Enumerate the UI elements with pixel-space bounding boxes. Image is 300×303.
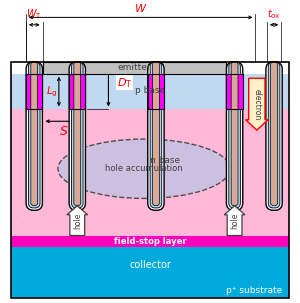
Text: n base: n base — [150, 156, 180, 165]
FancyBboxPatch shape — [229, 62, 240, 208]
Bar — [11, 109, 290, 235]
Text: field-stop layer: field-stop layer — [114, 237, 186, 246]
FancyArrow shape — [246, 78, 268, 130]
Bar — [11, 62, 290, 298]
Bar — [69, 74, 85, 109]
Text: $t_{\rm ox}$: $t_{\rm ox}$ — [267, 8, 281, 21]
FancyBboxPatch shape — [152, 62, 159, 205]
FancyArrow shape — [224, 206, 245, 235]
Text: $W$: $W$ — [134, 2, 147, 14]
FancyBboxPatch shape — [271, 62, 278, 205]
Bar — [26, 74, 42, 109]
Text: hole: hole — [73, 212, 82, 229]
Text: $L_{\rm g}$: $L_{\rm g}$ — [46, 84, 57, 99]
Bar — [148, 74, 164, 109]
Text: $D_{\rm T}$: $D_{\rm T}$ — [117, 76, 132, 90]
Text: p⁺ substrate: p⁺ substrate — [226, 286, 282, 295]
Text: electron: electron — [252, 88, 261, 120]
Bar — [226, 74, 243, 109]
Text: collector: collector — [129, 260, 171, 270]
FancyBboxPatch shape — [71, 62, 83, 208]
Bar — [148, 74, 164, 109]
FancyArrow shape — [67, 206, 88, 235]
FancyBboxPatch shape — [231, 62, 238, 205]
FancyBboxPatch shape — [26, 62, 42, 210]
Text: hole accumulation: hole accumulation — [105, 164, 183, 173]
Bar — [226, 74, 243, 109]
FancyBboxPatch shape — [226, 62, 243, 210]
Bar — [26, 74, 42, 109]
Text: p base: p base — [135, 85, 165, 95]
FancyBboxPatch shape — [69, 62, 85, 210]
Bar — [43, 62, 226, 74]
FancyBboxPatch shape — [148, 62, 164, 210]
FancyBboxPatch shape — [268, 62, 280, 208]
FancyBboxPatch shape — [28, 62, 40, 208]
Text: $S$: $S$ — [59, 125, 69, 138]
Bar — [69, 74, 85, 109]
Bar — [11, 74, 290, 109]
Text: hole: hole — [230, 212, 239, 229]
Text: $W_{\rm T}$: $W_{\rm T}$ — [26, 8, 42, 21]
Bar — [11, 235, 290, 247]
Ellipse shape — [58, 139, 230, 198]
Text: emitter: emitter — [118, 63, 151, 72]
Bar — [11, 247, 290, 298]
FancyBboxPatch shape — [74, 62, 81, 205]
FancyBboxPatch shape — [150, 62, 162, 208]
FancyBboxPatch shape — [31, 62, 38, 205]
FancyBboxPatch shape — [266, 62, 282, 210]
